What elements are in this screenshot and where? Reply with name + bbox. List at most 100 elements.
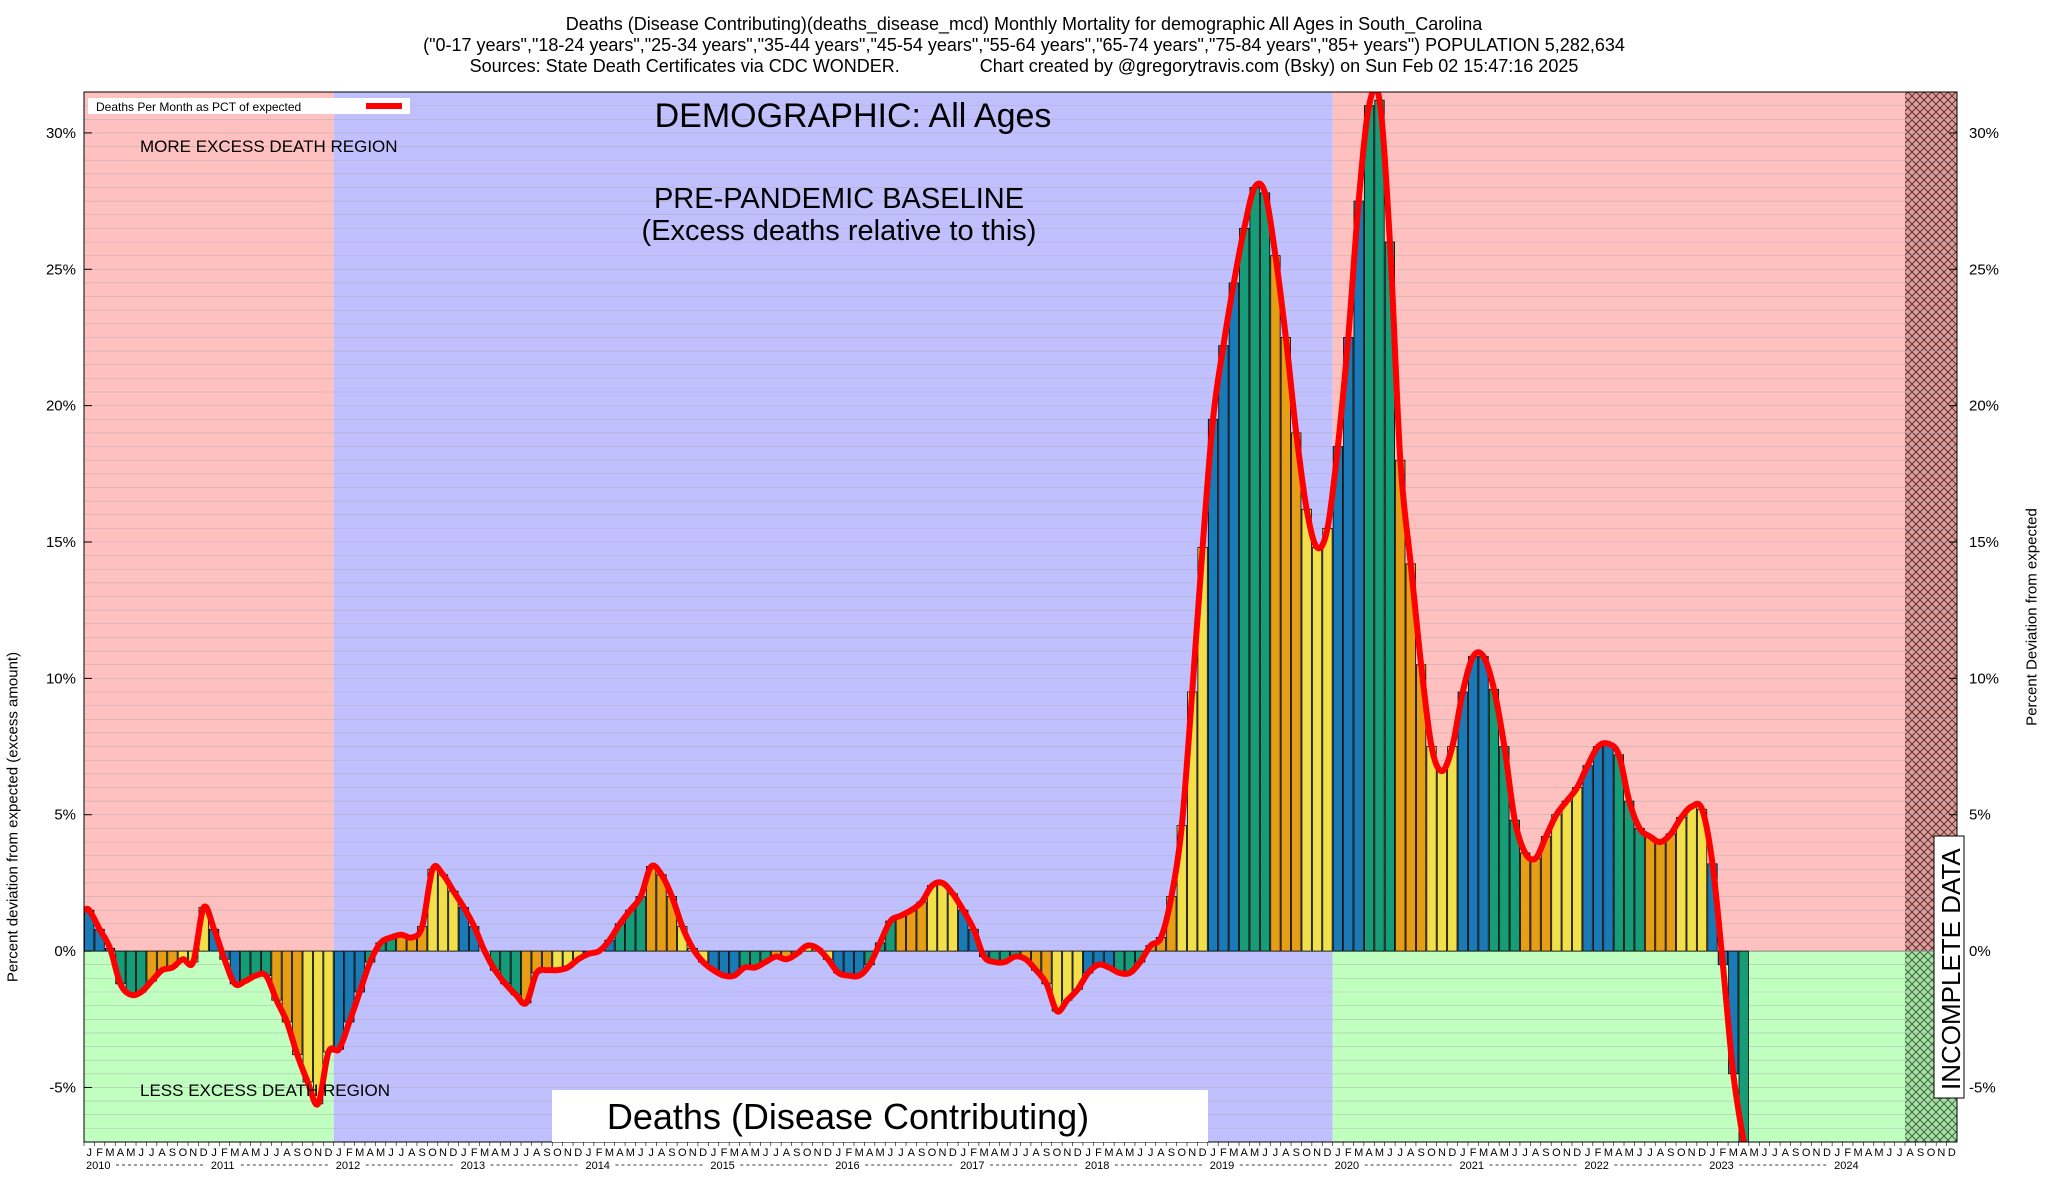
x-year-label: 2011 [211,1160,235,1172]
x-month-label: F [1844,1147,1851,1159]
data-bar [1457,691,1468,952]
x-month-label: S [1168,1147,1175,1159]
x-month-label: N [1813,1147,1821,1159]
data-bar [1592,746,1604,952]
x-month-label: F [970,1147,977,1159]
x-month-label: M [1500,1147,1509,1159]
x-month-label: M [855,1147,864,1159]
metric-box [552,1090,1208,1142]
x-month-label: D [1948,1147,1956,1159]
x-month-label: F [1220,1147,1227,1159]
data-bar [1655,841,1666,952]
x-month-label: A [1782,1147,1790,1159]
x-month-label: A [1907,1147,1915,1159]
data-bar [1332,446,1343,952]
x-month-label: J [1335,1147,1341,1159]
x-month-label: M [105,1147,114,1159]
x-month-label: N [1563,1147,1571,1159]
x-month-label: O [553,1147,562,1159]
x-month-label: S [1417,1147,1424,1159]
less-excess-region-label: LESS EXCESS DEATH REGION [140,1081,390,1100]
data-bar [1613,754,1624,952]
x-month-label: N [814,1147,822,1159]
x-month-label: F [221,1147,228,1159]
y-axis-label-right: Percent Deviation from expected [2023,508,2041,726]
y-axis-label-left-wrap: Percent deviation from expected (excess … [2,652,24,982]
x-month-label: O [678,1147,687,1159]
x-month-label: M [1354,1147,1363,1159]
data-bar [1447,746,1458,952]
x-month-label: J [961,1147,967,1159]
x-month-label: J [1148,1147,1154,1159]
x-month-label: A [1157,1147,1165,1159]
x-month-label: F [596,1147,603,1159]
x-month-label: M [1125,1147,1134,1159]
data-bar [937,882,948,952]
x-month-label: A [908,1147,916,1159]
incomplete-data-group: INCOMPLETE DATA [1933,835,1966,1099]
x-month-label: A [1865,1147,1873,1159]
x-year-label: 2018 [1085,1160,1109,1172]
x-month-label: A [991,1147,999,1159]
x-month-label: S [793,1147,800,1159]
data-bar [906,909,917,952]
x-month-label: J [1835,1147,1841,1159]
x-month-label: F [1595,1147,1602,1159]
data-bar [1426,746,1437,952]
chart-header: Deaths (Disease Contributing)(deaths_dis… [0,14,2048,77]
x-year-label: 2014 [585,1160,609,1172]
data-bar [302,950,313,1083]
x-month-label: J [638,1147,644,1159]
x-month-label: J [1762,1147,1768,1159]
deviation-line [84,92,1747,1142]
x-month-label: O [1178,1147,1187,1159]
y-tick-label-left: 25% [46,261,76,278]
x-month-label: N [689,1147,697,1159]
y-tick-label-right: -5% [1969,1079,1996,1096]
x-month-label: D [1323,1147,1331,1159]
x-month-label: M [1250,1147,1259,1159]
x-month-label: M [875,1147,884,1159]
x-month-label: A [1657,1147,1665,1159]
x-month-label: F [1345,1147,1352,1159]
x-year-label: 2010 [86,1160,110,1172]
x-month-label: J [86,1147,92,1159]
data-bar [1228,282,1239,952]
x-month-label: M [1750,1147,1759,1159]
x-month-label: J [138,1147,144,1159]
x-month-label: A [408,1147,416,1159]
y-tick-label-right: 0% [1969,943,1991,960]
x-month-label: J [1897,1147,1903,1159]
y-tick-label-right: 15% [1969,534,1999,551]
data-bar [1249,187,1260,952]
x-month-label: M [1375,1147,1384,1159]
chart-subtitle: ("0-17 years","18-24 years","25-34 years… [423,35,1625,55]
y-tick-label-left: 0% [54,943,76,960]
x-month-label: M [1729,1147,1738,1159]
x-month-label: A [491,1147,499,1159]
x-month-label: D [1573,1147,1581,1159]
data-bar [1374,99,1385,952]
x-month-label: J [1023,1147,1029,1159]
data-bar [1624,800,1635,952]
x-month-label: J [1512,1147,1518,1159]
legend: Deaths Per Month as PCT of expected [88,98,410,114]
x-month-label: J [1210,1147,1216,1159]
x-month-label: M [251,1147,260,1159]
gridlines [84,91,1957,1143]
data-bar [1582,765,1593,952]
chart-title: Deaths (Disease Contributing)(deaths_dis… [565,14,1483,34]
x-month-label: J [586,1147,592,1159]
x-year-label: 2020 [1335,1160,1359,1172]
excess-region-pre [84,92,334,952]
data-bar [1363,105,1375,952]
x-month-label: N [314,1147,322,1159]
x-month-label: D [1448,1147,1456,1159]
data-bar [1561,800,1572,952]
data-bar [1572,787,1583,952]
data-bar [1540,836,1552,952]
x-month-label: A [1241,1147,1249,1159]
x-month-label: A [1615,1147,1623,1159]
x-month-label: F [471,1147,478,1159]
